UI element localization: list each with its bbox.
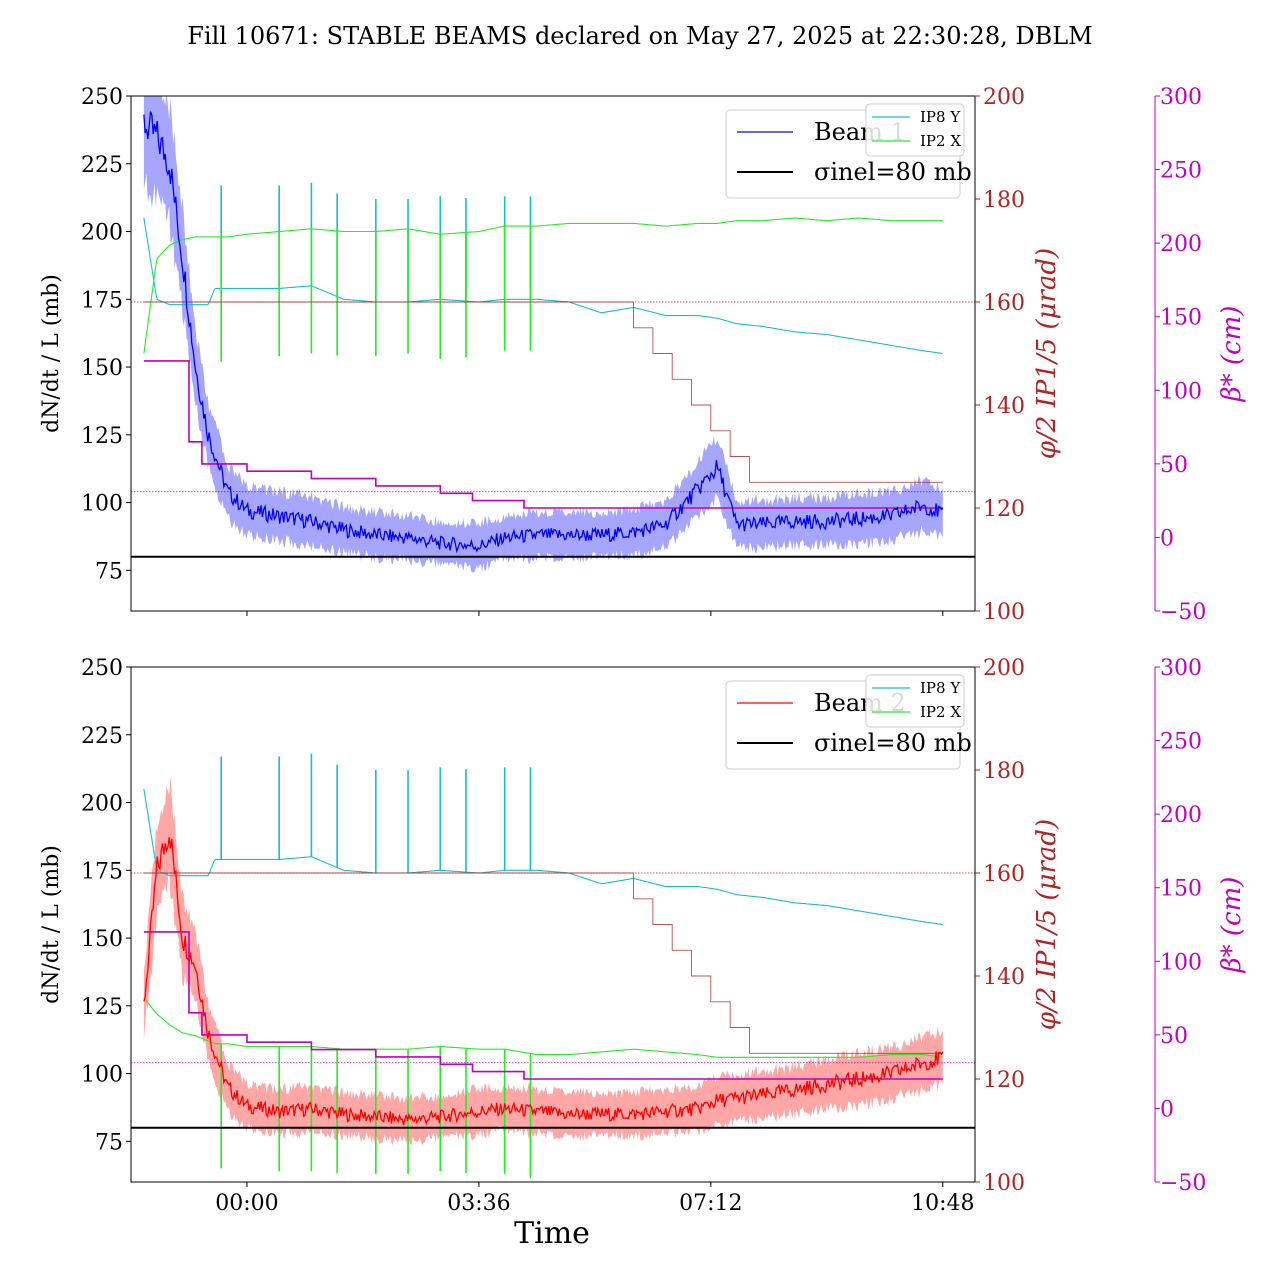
legend-ref-label: σinel=80 mb [814, 729, 972, 757]
y-tick-label: 150 [81, 356, 123, 381]
panels: 75 100 125 150 175 200 225 250 100 120 140 160 180 20… [39, 85, 1247, 1216]
y3-tick-label: 300 [1160, 85, 1202, 110]
y3-tick-label: 0 [1160, 1097, 1174, 1122]
plot-area [131, 96, 975, 573]
y3-tick-label: 150 [1160, 306, 1202, 331]
y2-axis-label: φ/2 IP1/5 (μrad) [1032, 819, 1062, 1030]
y2-tick-label: 200 [983, 656, 1025, 681]
panel-bottom: 75 100 125 150 175 200 225 250 100 120 140 160 180 20… [39, 656, 1247, 1216]
y3-tick-label: 200 [1160, 232, 1202, 257]
y-tick-label: 100 [81, 492, 123, 517]
y3-tick-label: 0 [1160, 526, 1174, 551]
ip8-legend-label: IP8 Y [920, 108, 961, 126]
y-tick-label: 75 [95, 1130, 123, 1155]
y2-tick-label: 140 [983, 965, 1025, 990]
legend-ref-label: σinel=80 mb [814, 158, 972, 186]
y-tick-label: 125 [81, 424, 123, 449]
y3-tick-label: 50 [1160, 1024, 1188, 1049]
ip8-y-line [143, 788, 943, 926]
y2-tick-label: 180 [983, 759, 1025, 784]
beam-rate-line [143, 837, 944, 1126]
x-tick-label: 03:36 [447, 1191, 510, 1216]
ip8-y-line [143, 217, 943, 355]
y3-tick-label: 50 [1160, 453, 1188, 478]
x-tick-label: 10:48 [911, 1191, 974, 1216]
y2-tick-label: 160 [983, 862, 1025, 887]
y3-tick-label: 200 [1160, 803, 1202, 828]
ip2-x-line [143, 217, 943, 354]
y2-axis-label: φ/2 IP1/5 (μrad) [1032, 248, 1062, 459]
ip-legend: IP8 Y IP2 X [865, 103, 965, 157]
y2-tick-label: 180 [983, 188, 1025, 213]
y3-tick-label: 250 [1160, 159, 1202, 184]
x-axis-label: Time [514, 1216, 590, 1251]
y-tick-label: 225 [81, 724, 123, 749]
y2-tick-label: 120 [983, 1068, 1025, 1093]
beta-star-line [143, 360, 943, 509]
y2-tick-label: 120 [983, 497, 1025, 522]
x-tick-label: 07:12 [679, 1191, 742, 1216]
ip-legend: IP8 Y IP2 X [865, 674, 965, 728]
y3-tick-label: 100 [1160, 950, 1202, 975]
y3-axis-label: β* (cm) [1217, 877, 1247, 974]
beam-rate-line [143, 111, 944, 554]
ip2-legend-label: IP2 X [920, 132, 961, 150]
y3-tick-label: 300 [1160, 656, 1202, 681]
y2-tick-label: 160 [983, 291, 1025, 316]
y-tick-label: 175 [81, 859, 123, 884]
y3-tick-label: 250 [1160, 730, 1202, 755]
y-tick-label: 200 [81, 221, 123, 246]
y3-tick-label: 100 [1160, 379, 1202, 404]
crossing-angle-line [143, 301, 943, 483]
y2-tick-label: 200 [983, 85, 1025, 110]
y2-tick-label: 100 [983, 600, 1025, 625]
plot-frame [130, 666, 976, 1183]
y2-tick-label: 140 [983, 394, 1025, 419]
y3-axis-label: β* (cm) [1217, 306, 1247, 403]
crossing-angle-line [143, 872, 943, 1054]
ip8-legend-label: IP8 Y [920, 679, 961, 697]
y-tick-label: 225 [81, 153, 123, 178]
beam-rate-band [143, 96, 943, 573]
y-tick-label: 150 [81, 927, 123, 952]
x-tick-label: 00:00 [215, 1191, 278, 1216]
y-axis-label: dN/dt / L (mb) [39, 274, 64, 433]
ip2-x-line [143, 997, 943, 1058]
y-tick-label: 175 [81, 288, 123, 313]
y2-tick-label: 100 [983, 1171, 1025, 1196]
y-axis-label: dN/dt / L (mb) [39, 845, 64, 1004]
beam-rate-band [143, 775, 943, 1146]
panel-top: 75 100 125 150 175 200 225 250 100 120 140 160 180 20… [39, 85, 1247, 625]
ip2-legend-label: IP2 X [920, 703, 961, 721]
plot-area [131, 753, 975, 1179]
figure-title: Fill 10671: STABLE BEAMS declared on May… [187, 22, 1092, 50]
y3-tick-label: 150 [1160, 877, 1202, 902]
y-tick-label: 125 [81, 995, 123, 1020]
y3-tick-label: −50 [1160, 1171, 1206, 1196]
beta-star-line [143, 931, 943, 1080]
y-tick-label: 250 [81, 656, 123, 681]
y-tick-label: 75 [95, 559, 123, 584]
plot-frame [130, 95, 976, 612]
y-tick-label: 250 [81, 85, 123, 110]
y-tick-label: 200 [81, 792, 123, 817]
y-tick-label: 100 [81, 1063, 123, 1088]
y3-tick-label: −50 [1160, 600, 1206, 625]
